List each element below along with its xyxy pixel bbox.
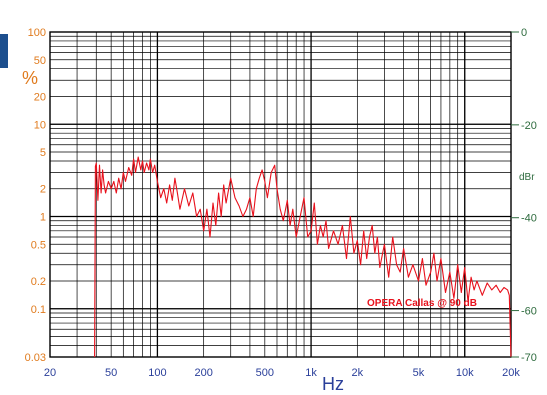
x-tick-label: 20 bbox=[44, 367, 56, 379]
y-tick-label-left: 10 bbox=[34, 119, 46, 131]
y-axis-label-left: % bbox=[22, 68, 38, 88]
x-tick-label: 100 bbox=[148, 367, 166, 379]
y-tick-label-left: 5 bbox=[40, 147, 46, 159]
plot-frame bbox=[49, 31, 512, 358]
tick-labels: 20 50 100 200 500 1k 2k 5k 10k 20k 100 50 20 10 5 2 1 0.5… bbox=[25, 27, 537, 379]
series-layer bbox=[94, 156, 512, 358]
y-tick-label-left: 50 bbox=[34, 55, 46, 67]
series-line-0 bbox=[94, 156, 512, 358]
x-tick-label: 200 bbox=[194, 367, 212, 379]
y-tick-label-left: 0.03 bbox=[25, 352, 46, 364]
y-tick-label-left: 0.5 bbox=[31, 239, 46, 251]
y-tick-label-left: 100 bbox=[28, 27, 46, 39]
y-tick-label-left: 1 bbox=[40, 212, 46, 224]
y-tick-label-right: -60 bbox=[521, 306, 537, 318]
y-tick-label-right: -70 bbox=[521, 352, 537, 364]
y-tick-label-left: 0.2 bbox=[31, 276, 46, 288]
y-tick-label-right: 0 bbox=[521, 27, 527, 39]
chart-annotation: OPERA Callas @ 90 dB bbox=[367, 298, 477, 309]
x-tick-label: 50 bbox=[105, 367, 117, 379]
left-edge-tab bbox=[0, 34, 8, 68]
y-tick-label-left: 2 bbox=[40, 184, 46, 196]
x-tick-label: 20k bbox=[502, 367, 520, 379]
y-tick-label-left: 0.1 bbox=[31, 304, 46, 316]
y-tick-label-left: 20 bbox=[34, 91, 46, 103]
x-axis-label: Hz bbox=[322, 374, 344, 394]
x-tick-label: 10k bbox=[456, 367, 474, 379]
x-tick-label: 1k bbox=[305, 367, 317, 379]
y-tick-label-right: -20 bbox=[521, 120, 537, 132]
x-tick-label: 2k bbox=[352, 367, 364, 379]
x-tick-label: 500 bbox=[256, 367, 274, 379]
y-axis-label-right: dBr bbox=[519, 172, 535, 183]
x-tick-label: 5k bbox=[413, 367, 425, 379]
y-tick-label-right: -40 bbox=[521, 213, 537, 225]
